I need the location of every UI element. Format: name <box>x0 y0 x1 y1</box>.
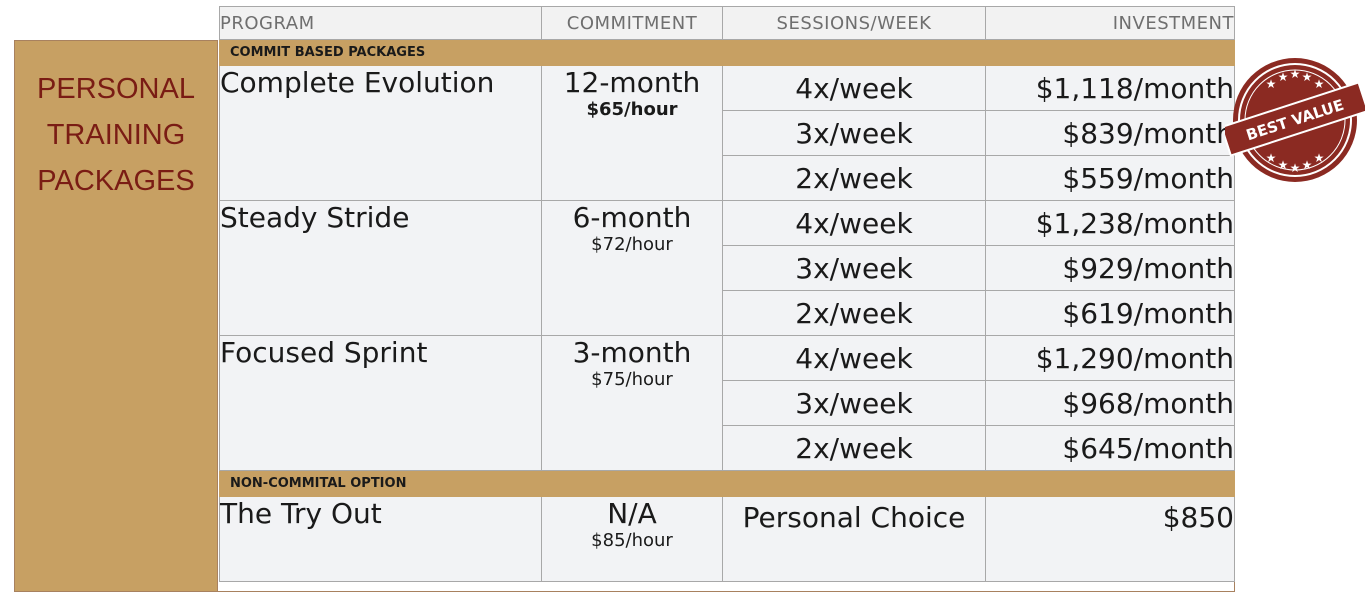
price-cell: $1,238/month <box>985 200 1235 246</box>
svg-text:★: ★ <box>1314 77 1325 91</box>
sessions-cell: 4x/week <box>722 335 986 381</box>
svg-text:★: ★ <box>1278 158 1289 172</box>
table-row: The Try Out N/A $85/hour Personal Choice… <box>219 496 1235 582</box>
svg-text:★: ★ <box>1266 77 1277 91</box>
hourly-rate: $75/hour <box>591 369 673 390</box>
hourly-rate: $65/hour <box>586 99 678 120</box>
price-cell: $839/month <box>985 110 1235 156</box>
sessions-cell: 2x/week <box>722 155 986 201</box>
commitment-term: N/A <box>607 497 657 530</box>
table-row: 2x/week $619/month <box>220 290 1235 336</box>
program-name: Focused Sprint <box>219 335 542 471</box>
sessions-cell: 2x/week <box>722 425 986 471</box>
price-cell: $968/month <box>985 380 1235 426</box>
side-title: PERSONAL TRAINING PACKAGES <box>14 66 218 204</box>
commitment-cell: 12-month $65/hour <box>541 65 723 201</box>
table-row: Steady Stride 6-month $72/hour 4x/week $… <box>219 200 1235 336</box>
svg-text:★: ★ <box>1278 70 1289 84</box>
svg-text:★: ★ <box>1290 67 1301 81</box>
program-name: The Try Out <box>219 496 542 582</box>
header-investment: INVESTMENT <box>985 6 1235 40</box>
table-row: 2x/week $645/month <box>220 425 1235 471</box>
program-name: Steady Stride <box>219 200 542 336</box>
sessions-cell: 4x/week <box>722 65 986 111</box>
frame-right-border <box>1234 40 1235 592</box>
sessions-cell: 3x/week <box>722 110 986 156</box>
svg-text:★: ★ <box>1290 161 1301 175</box>
price-cell: $1,118/month <box>985 65 1235 111</box>
header-row: PROGRAM COMMITMENT SESSIONS/WEEK INVESTM… <box>219 6 1235 40</box>
commitment-term: 3-month <box>572 336 692 369</box>
hourly-rate: $72/hour <box>591 234 673 255</box>
price-cell: $645/month <box>985 425 1235 471</box>
commitment-term: 6-month <box>572 201 692 234</box>
pricing-table: PROGRAM COMMITMENT SESSIONS/WEEK INVESTM… <box>219 6 1235 582</box>
commitment-term: 12-month <box>563 66 701 99</box>
price-cell: $559/month <box>985 155 1235 201</box>
commitment-cell: 3-month $75/hour <box>541 335 723 471</box>
seal-icon: ★ ★ ★ ★ ★ ★ ★ ★ ★ ★ BEST VALUE <box>1220 58 1366 182</box>
sessions-cell: 4x/week <box>722 200 986 246</box>
program-name: Complete Evolution <box>219 65 542 201</box>
hourly-rate: $85/hour <box>591 530 673 551</box>
table-row: Complete Evolution 12-month $65/hour 4x/… <box>219 65 1235 201</box>
table-row: 3x/week $839/month <box>220 110 1235 156</box>
section-row-commit: COMMIT BASED PACKAGES <box>219 39 1235 66</box>
price-cell: $850 <box>985 496 1235 582</box>
side-title-line: PACKAGES <box>37 165 195 197</box>
price-cell: $929/month <box>985 245 1235 291</box>
svg-text:★: ★ <box>1266 151 1277 165</box>
svg-text:★: ★ <box>1302 70 1313 84</box>
header-commitment: COMMITMENT <box>541 6 723 40</box>
header-sessions: SESSIONS/WEEK <box>722 6 986 40</box>
svg-text:★: ★ <box>1302 158 1313 172</box>
price-cell: $1,290/month <box>985 335 1235 381</box>
side-panel <box>14 40 218 592</box>
header-program: PROGRAM <box>219 6 542 40</box>
commitment-cell: N/A $85/hour <box>541 496 723 582</box>
side-title-line: PERSONAL <box>37 73 195 105</box>
side-title-line: TRAINING <box>46 119 186 151</box>
sessions-cell: 3x/week <box>722 245 986 291</box>
section-label-noncommit: NON-COMMITAL OPTION <box>219 470 1235 497</box>
sessions-cell: Personal Choice <box>722 496 986 582</box>
table-row: Focused Sprint 3-month $75/hour 4x/week … <box>219 335 1235 471</box>
section-row-noncommit: NON-COMMITAL OPTION <box>219 470 1235 497</box>
commitment-cell: 6-month $72/hour <box>541 200 723 336</box>
frame-bottom-border <box>14 591 1235 592</box>
svg-text:★: ★ <box>1314 151 1325 165</box>
section-label-commit: COMMIT BASED PACKAGES <box>219 39 1235 66</box>
sessions-cell: 3x/week <box>722 380 986 426</box>
best-value-badge: ★ ★ ★ ★ ★ ★ ★ ★ ★ ★ BEST VALUE <box>1220 55 1366 185</box>
table-row: 2x/week $559/month <box>220 155 1235 201</box>
sessions-cell: 2x/week <box>722 290 986 336</box>
table-row: 3x/week $968/month <box>220 380 1235 426</box>
price-cell: $619/month <box>985 290 1235 336</box>
